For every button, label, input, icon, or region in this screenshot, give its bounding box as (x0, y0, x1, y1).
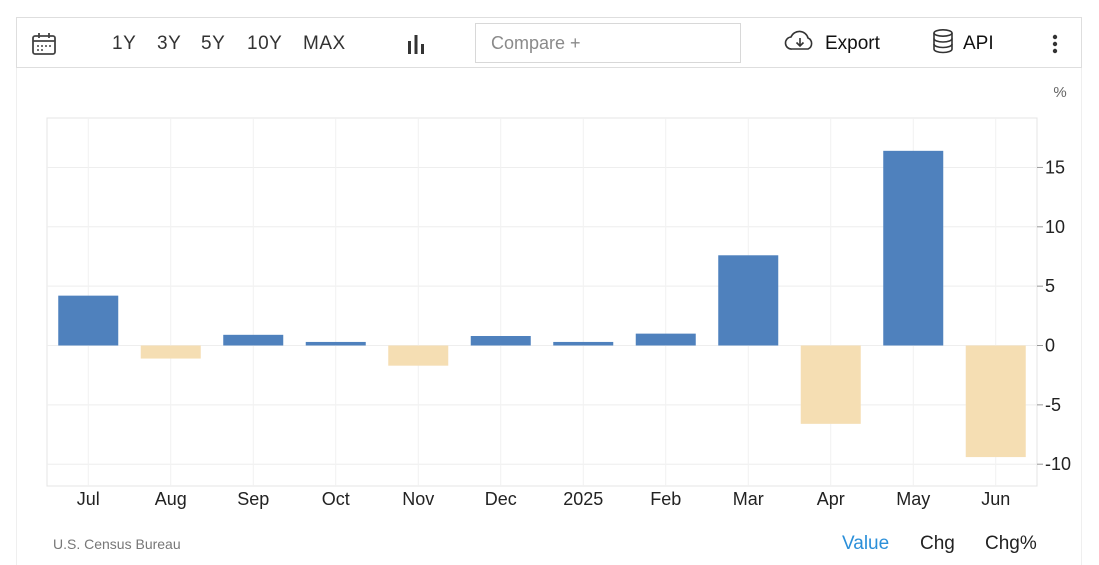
cloud-download-icon (784, 30, 816, 57)
x-tick-label: Sep (237, 489, 269, 509)
chart-panel (16, 68, 1082, 565)
unit-label: % (1053, 84, 1066, 101)
range-1y-button[interactable]: 1Y (112, 32, 137, 54)
tab-value[interactable]: Value (842, 533, 890, 554)
bar (58, 295, 119, 346)
x-tick-label: May (896, 489, 930, 509)
export-button[interactable]: Export (784, 18, 880, 69)
plot-area (46, 117, 1038, 487)
vertical-dots-icon[interactable] (1051, 18, 1059, 69)
y-tick-label: -5 (1045, 395, 1061, 415)
bar (223, 334, 284, 346)
range-max-button[interactable]: MAX (303, 32, 346, 54)
bar-chart: 15 10 5 0 -5 -10 Jul Aug Sep Oct Nov Dec 2025 Feb Mar A… (46, 84, 1071, 509)
bar (305, 341, 366, 346)
x-tick-label: Feb (650, 489, 681, 509)
export-label: Export (825, 32, 880, 54)
x-tick-label: Dec (485, 489, 517, 509)
api-label: API (963, 32, 994, 54)
compare-input[interactable] (489, 31, 733, 55)
api-button[interactable]: API (932, 18, 994, 69)
x-tick-label: Jun (981, 489, 1010, 509)
bar (883, 150, 944, 346)
bar (635, 333, 696, 346)
tab-chg-percent[interactable]: Chg% (985, 533, 1037, 554)
x-tick-label: 2025 (563, 489, 603, 509)
compare-field[interactable] (475, 23, 741, 63)
bar (388, 345, 449, 366)
y-tick-label: 0 (1045, 336, 1055, 356)
x-tick-label: Mar (733, 489, 764, 509)
x-tick-label: Jul (77, 489, 100, 509)
chart-toolbar: 1Y 3Y 5Y 10Y MAX Export (16, 17, 1082, 68)
y-tick-label: 10 (1045, 217, 1065, 237)
bar (800, 345, 861, 424)
x-tick-label: Apr (817, 489, 845, 509)
data-source-label: U.S. Census Bureau (53, 536, 181, 552)
x-tick-label: Oct (322, 489, 350, 509)
bar (140, 345, 201, 359)
bar-chart-icon[interactable] (406, 18, 426, 69)
x-tick-label: Aug (155, 489, 187, 509)
database-icon (932, 28, 954, 59)
x-tick-label: Nov (402, 489, 434, 509)
bar (965, 345, 1026, 458)
range-10y-button[interactable]: 10Y (247, 32, 283, 54)
bar (553, 341, 614, 346)
range-3y-button[interactable]: 3Y (157, 32, 182, 54)
bar (718, 255, 779, 346)
range-5y-button[interactable]: 5Y (201, 32, 226, 54)
tab-chg[interactable]: Chg (920, 533, 955, 554)
y-tick-label: -10 (1045, 454, 1071, 474)
y-tick-label: 15 (1045, 157, 1065, 177)
bar (470, 336, 531, 346)
y-tick-label: 5 (1045, 276, 1055, 296)
calendar-icon[interactable] (31, 18, 57, 69)
